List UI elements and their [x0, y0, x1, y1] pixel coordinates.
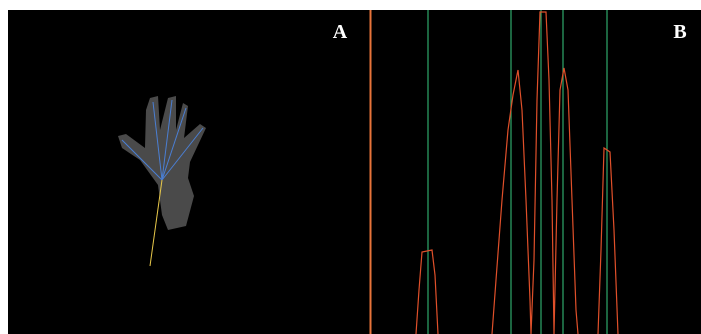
background: [8, 10, 701, 334]
panel-label: A: [333, 21, 348, 43]
figure: A B: [0, 0, 701, 334]
panel-label: B: [673, 21, 686, 43]
